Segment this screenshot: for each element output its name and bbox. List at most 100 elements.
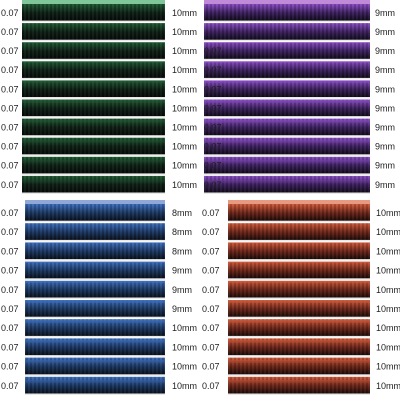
strip-tape [228,297,370,299]
lash-fibers [204,80,370,98]
length-label: 9mm [172,304,192,314]
strip-tape [204,58,370,61]
length-label: 9mm [172,266,192,276]
length-label: 10mm [376,323,400,333]
tray: 0.07 10mm 0.07 10mm 0.07 10mm 0.07 10mm 0.07 10mm… [202,200,400,395]
length-label: 10mm [376,285,400,295]
strip-tape [228,374,370,376]
lash-fibers [22,118,165,137]
lash-fibers [25,319,165,337]
lash-fibers [22,137,165,156]
length-label: 10mm [172,65,197,75]
strip-tape [25,374,165,376]
lash-fibers [25,357,165,376]
strip-tape [25,335,165,338]
lash-fibers [228,242,370,261]
length-label: 10mm [172,8,197,18]
strip-tape [228,278,370,280]
strip-tape [25,259,165,261]
tray: 9mm 9mm 0.07 9mm 0.07 9mm 0.07 9mm 0.07 9mm 0.07 9m… [204,0,395,194]
thickness-label: 0.07 [1,285,19,295]
length-label: 8mm [172,208,192,218]
strip-tape [228,355,370,357]
lash-fibers [228,261,370,280]
length-label: 10mm [376,227,400,237]
thickness-label: 0.07 [202,323,220,333]
thickness-label: 0.07 [1,208,19,218]
lash-fibers [22,156,165,175]
strip-tape [25,220,165,223]
lash-fibers [22,99,165,118]
thickness-label: 0.07 [202,285,220,295]
lash-fibers [25,204,165,222]
strip-tape [25,355,165,357]
thickness-label: 0.07 [1,123,19,133]
length-label: 10mm [172,161,197,171]
length-label: 10mm [172,27,197,37]
lash-fibers [25,338,165,357]
lash-fibers [22,175,165,194]
thickness-label: 0.07 [202,342,220,352]
strip-tape [25,393,165,395]
length-label: 10mm [376,342,400,352]
length-label: 10mm [172,103,197,113]
thickness-label: 0.07 [204,65,222,75]
length-label: 10mm [172,123,197,133]
thickness-label: 0.07 [1,246,19,256]
lash-fibers [204,99,370,118]
lash-fibers [204,23,370,41]
strip-tape [22,20,165,23]
strip-tape [228,259,370,261]
strip-tape [204,192,370,194]
strip-tape [22,77,165,80]
tray-top-accent [204,0,370,4]
thickness-label: 0.07 [202,381,220,391]
thickness-label: 0.07 [204,46,222,56]
thickness-label: 0.07 [1,103,19,113]
length-label: 10mm [376,246,400,256]
length-label: 9mm [375,123,395,133]
lash-fibers [228,376,370,395]
length-label: 9mm [375,8,395,18]
strip-tape [25,297,165,299]
thickness-label: 0.07 [1,342,19,352]
length-label: 10mm [172,84,197,94]
lash-fibers [228,223,370,241]
thickness-label: 0.07 [202,227,220,237]
lash-fibers [204,4,370,22]
lash-fibers [204,118,370,137]
strip-tape [204,97,370,99]
lash-fibers [25,280,165,299]
thickness-label: 0.07 [1,8,19,18]
lash-fibers [228,300,370,318]
strip-tape [22,39,165,42]
lash-fibers [25,300,165,318]
thickness-label: 0.07 [1,46,19,56]
length-label: 9mm [375,180,395,190]
strip-tape [22,154,165,156]
lash-fibers [22,42,165,60]
lash-fibers [228,204,370,222]
length-label: 10mm [376,381,400,391]
lash-fibers [25,223,165,241]
length-label: 8mm [172,246,192,256]
strip-tape [204,135,370,137]
strip-tape [204,20,370,23]
thickness-label: 0.07 [202,304,220,314]
strip-tape [22,116,165,118]
thickness-label: 0.07 [202,266,220,276]
strip-tape [25,316,165,319]
tray-top-accent [22,0,165,4]
thickness-label: 0.07 [204,142,222,152]
length-label: 10mm [172,46,197,56]
tray-top-accent [228,200,370,204]
lash-fibers [25,261,165,280]
lash-fibers [22,80,165,98]
length-label: 9mm [172,285,192,295]
tray: 0.07 8mm 0.07 8mm 0.07 8mm 0.07 9mm 0.07 9mm 0.07 9… [1,200,197,395]
length-label: 9mm [375,142,395,152]
strip-tape [204,39,370,42]
length-label: 10mm [376,304,400,314]
